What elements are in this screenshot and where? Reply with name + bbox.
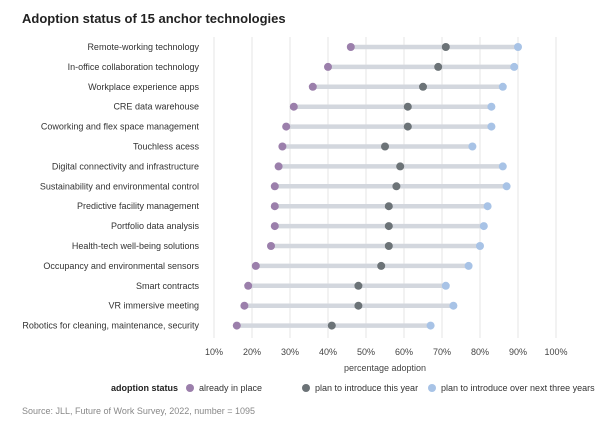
data-point xyxy=(487,102,496,111)
data-point xyxy=(289,102,298,111)
data-point xyxy=(308,82,317,91)
category-label: Predictive facility management xyxy=(77,201,200,211)
x-tick-label: 30% xyxy=(281,347,299,357)
category-label: Portfolio data analysis xyxy=(111,221,200,231)
data-point xyxy=(441,43,450,51)
data-point xyxy=(487,122,496,131)
data-point xyxy=(232,321,241,330)
x-tick-labels: 10% 20% 30% 40% 50% 60% 70% 80% 90% 100% xyxy=(205,347,568,357)
category-label: Remote-working technology xyxy=(87,42,199,52)
data-point xyxy=(468,142,477,151)
legend: adoption status already in place plan to i… xyxy=(111,383,595,393)
category-label: In-office collaboration technology xyxy=(68,62,200,72)
chart-title: Adoption status of 15 anchor technologie… xyxy=(22,11,286,26)
x-tick-label: 40% xyxy=(319,347,337,357)
category-label: Occupancy and environmental sensors xyxy=(43,261,199,271)
x-tick-label: 60% xyxy=(395,347,413,357)
category-label: VR immersive meeting xyxy=(108,301,199,311)
category-label: Digital connectivity and infrastructure xyxy=(52,161,199,171)
data-point xyxy=(324,62,332,71)
data-point xyxy=(354,281,363,290)
legend-title: adoption status xyxy=(111,383,178,393)
data-point xyxy=(498,162,507,171)
data-point xyxy=(514,43,522,51)
legend-swatch xyxy=(186,384,194,392)
data-point xyxy=(434,62,443,71)
range-bars xyxy=(234,44,521,328)
data-point xyxy=(392,182,401,191)
data-point xyxy=(476,242,484,250)
data-point xyxy=(240,301,249,310)
legend-label: already in place xyxy=(199,383,262,393)
legend-label: plan to introduce this year xyxy=(315,383,418,393)
data-point xyxy=(502,182,511,191)
x-tick-label: 90% xyxy=(509,347,527,357)
data-points xyxy=(232,43,522,330)
data-point xyxy=(267,242,275,250)
data-point xyxy=(449,301,458,310)
data-point xyxy=(479,222,488,231)
data-point xyxy=(419,82,427,91)
category-labels: Remote-working technology In-office colla… xyxy=(22,42,199,331)
x-tick-label: 80% xyxy=(471,347,489,357)
data-point xyxy=(426,321,435,330)
data-point xyxy=(510,62,519,71)
data-point xyxy=(327,321,336,330)
data-point xyxy=(354,301,363,310)
x-tick-label: 100% xyxy=(544,347,567,357)
category-label: CRE data warehouse xyxy=(113,102,199,112)
data-point xyxy=(403,102,412,111)
x-tick-label: 20% xyxy=(243,347,261,357)
category-label: Coworking and flex space management xyxy=(41,122,200,132)
data-point xyxy=(384,222,393,231)
data-point xyxy=(498,82,507,91)
category-label: Sustainability and environmental control xyxy=(40,181,199,191)
data-point xyxy=(274,162,283,171)
data-point xyxy=(396,162,405,171)
x-tick-label: 70% xyxy=(433,347,451,357)
data-point xyxy=(483,202,492,211)
data-point xyxy=(464,261,473,270)
x-tick-label: 10% xyxy=(205,347,223,357)
data-point xyxy=(377,261,386,270)
data-point xyxy=(384,202,393,211)
legend-label: plan to introduce over next three years xyxy=(441,383,595,393)
category-label: Smart contracts xyxy=(136,281,200,291)
data-point xyxy=(403,122,412,131)
data-point xyxy=(270,182,279,191)
data-point xyxy=(270,202,279,211)
source-note: Source: JLL, Future of Work Survey, 2022… xyxy=(22,406,256,416)
data-point xyxy=(278,142,287,151)
category-label: Workplace experience apps xyxy=(88,82,199,92)
data-point xyxy=(384,242,393,250)
legend-swatch xyxy=(428,384,436,392)
data-point xyxy=(282,122,291,131)
x-axis-label: percentage adoption xyxy=(344,363,426,373)
data-point xyxy=(381,142,389,151)
data-point xyxy=(441,281,450,290)
data-point xyxy=(270,222,279,231)
data-point xyxy=(251,261,260,270)
category-label: Touchless acess xyxy=(133,142,200,152)
data-point xyxy=(346,43,355,51)
category-label: Robotics for cleaning, maintenance, secu… xyxy=(22,321,199,331)
x-tick-label: 50% xyxy=(357,347,375,357)
legend-swatch xyxy=(302,384,310,392)
category-label: Health-tech well-being solutions xyxy=(72,241,200,251)
data-point xyxy=(244,281,253,290)
